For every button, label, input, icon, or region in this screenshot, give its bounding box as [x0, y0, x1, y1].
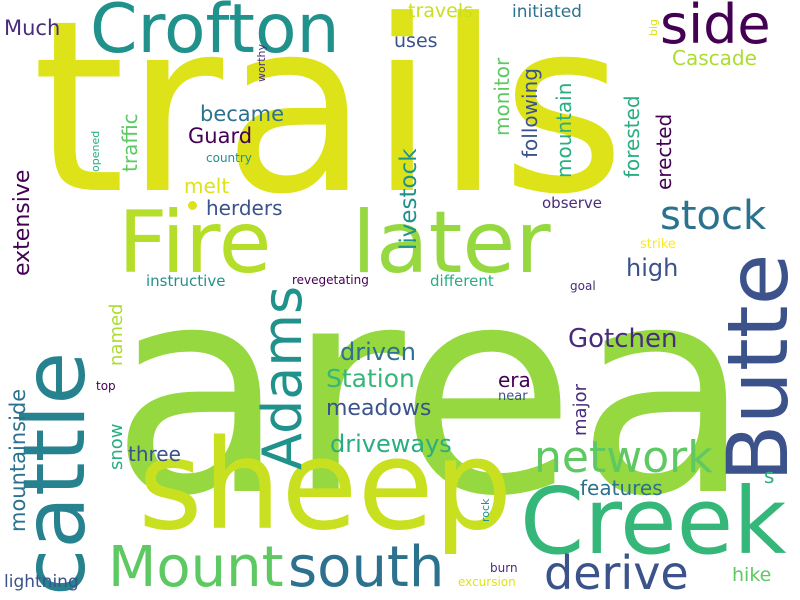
- word-big: big: [647, 18, 660, 36]
- word-travels: travels: [408, 0, 474, 22]
- word-gotchen: Gotchen: [568, 324, 678, 354]
- word-mountainside: mountainside: [6, 388, 30, 532]
- word-burn: burn: [490, 561, 518, 575]
- decorative-dot: [188, 201, 197, 210]
- word-south: south: [288, 535, 445, 600]
- word-cascade: Cascade: [672, 46, 757, 70]
- word-mount: Mount: [108, 535, 284, 600]
- word-meadows: meadows: [326, 396, 432, 421]
- word-near: near: [498, 389, 528, 404]
- word-traffic: traffic: [118, 113, 142, 172]
- word-mountain: mountain: [552, 82, 576, 178]
- word-extensive: extensive: [10, 169, 35, 276]
- word-different: different: [430, 272, 494, 290]
- word-forested: forested: [620, 95, 644, 178]
- word-s: s: [764, 464, 775, 488]
- word-country: country: [206, 151, 252, 165]
- word-features: features: [580, 476, 663, 500]
- word-side: side: [660, 0, 771, 56]
- word-guard: Guard: [188, 124, 253, 148]
- word-stock: stock: [660, 193, 767, 239]
- word-named: named: [106, 303, 127, 366]
- word-trails: trails: [32, 0, 626, 247]
- word-driveways: driveways: [330, 430, 452, 458]
- word-sheep: sheep: [138, 414, 513, 558]
- word-hike: hike: [732, 564, 772, 586]
- word-observe: observe: [542, 194, 603, 212]
- word-revegetating: revegetating: [292, 273, 369, 287]
- word-network: network: [534, 432, 713, 483]
- word-snow: snow: [106, 423, 127, 470]
- word-initiated: initiated: [512, 2, 582, 22]
- word-became: became: [200, 102, 285, 126]
- word-erected: erected: [652, 113, 676, 190]
- word-excursion: excursion: [458, 575, 516, 589]
- word-area: area: [110, 224, 753, 559]
- word-adams: Adams: [251, 285, 314, 470]
- word-monitor: monitor: [490, 57, 514, 136]
- word-livestock: livestock: [396, 148, 422, 250]
- word-melt: melt: [184, 174, 230, 198]
- word-instructive: instructive: [146, 272, 226, 290]
- word-lightning: lightning: [4, 572, 79, 592]
- word-creek: Creek: [520, 468, 787, 575]
- word-top: top: [96, 379, 116, 393]
- word-later: later: [352, 193, 551, 293]
- word-worthy: worthy: [255, 43, 268, 82]
- word-major: major: [570, 384, 591, 436]
- word-opened: opened: [89, 130, 102, 172]
- word-butte: Butte: [709, 253, 800, 482]
- word-derive: derive: [544, 546, 689, 600]
- word-driven: driven: [340, 338, 416, 366]
- word-strike: strike: [640, 237, 676, 252]
- word-era: era: [498, 368, 531, 392]
- word-station: Station: [326, 364, 415, 393]
- word-uses: uses: [394, 30, 438, 52]
- word-fire: Fire: [118, 193, 272, 293]
- word-three: three: [128, 442, 181, 466]
- word-rock: rock: [479, 498, 492, 522]
- word-following: following: [518, 68, 542, 158]
- word-much: Much: [4, 16, 61, 40]
- word-crofton: Crofton: [90, 0, 340, 69]
- word-herders: herders: [206, 196, 283, 220]
- word-high: high: [626, 254, 679, 282]
- word-goal: goal: [570, 279, 596, 293]
